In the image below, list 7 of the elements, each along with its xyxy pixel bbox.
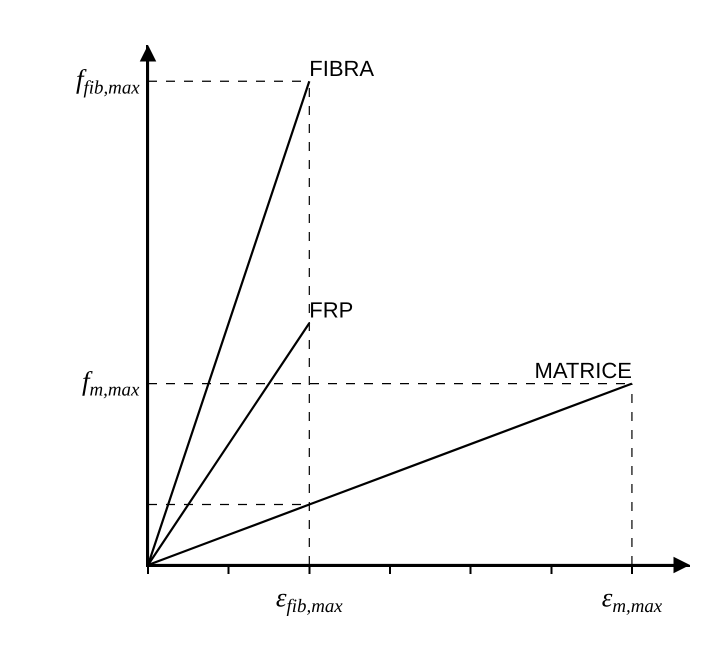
ref-line-label: f$_{fib,max}$ bbox=[76, 64, 140, 99]
x-tick-label: ε$_{m,max}$ bbox=[602, 582, 663, 618]
series-label: FRP bbox=[309, 298, 354, 323]
x-tick-label: ε$_{fib,max}$ bbox=[276, 582, 344, 618]
series-label: FIBRA bbox=[309, 56, 374, 81]
series-label: MATRICE bbox=[534, 358, 632, 384]
ref-line-label: f$_{m,max}$ bbox=[82, 366, 140, 401]
